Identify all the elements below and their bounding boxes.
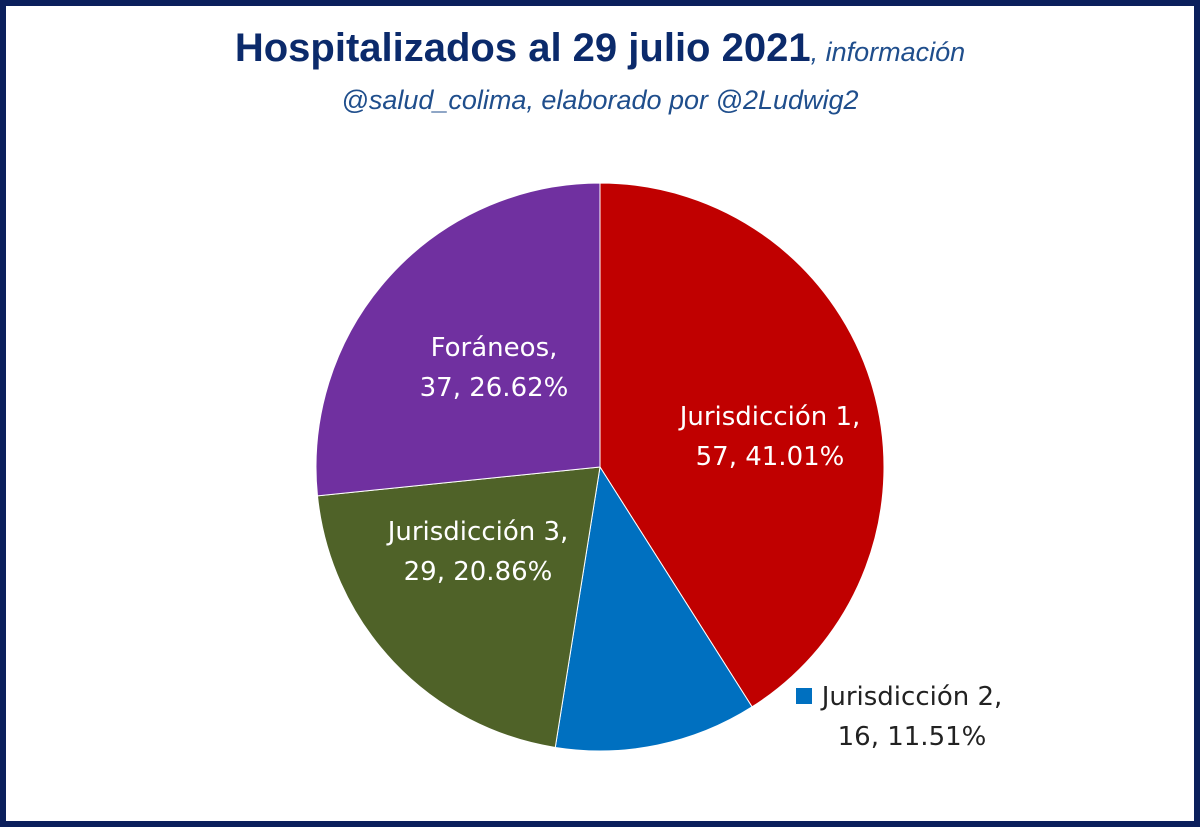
pie-slices [315, 182, 885, 752]
pie-slice-1 [599, 182, 885, 708]
title-main: Hospitalizados al 29 julio 2021 [234, 26, 811, 70]
chart-title: Hospitalizados al 29 julio 2021, informa… [0, 22, 1200, 117]
title-subtitle: @salud_colima, elaborado por @2Ludwig2 [341, 85, 859, 115]
slice-label-value-1: 57, 41.01% [696, 442, 845, 472]
slice-label-name-3: Jurisdicción 3, [386, 517, 569, 547]
slice-label-name-4: Foráneos, [431, 333, 558, 363]
title-suffix: , información [810, 37, 966, 67]
slice-label-name-1: Jurisdicción 1, [678, 402, 861, 432]
slice-label-value-2: 16, 11.51% [838, 722, 987, 752]
slice-label-value-4: 37, 26.62% [420, 373, 569, 403]
legend-swatch-2 [796, 688, 812, 704]
slice-label-value-3: 29, 20.86% [404, 557, 553, 587]
pie-slice-3 [316, 466, 601, 749]
pie-slice-2 [554, 465, 753, 752]
slice-label-name-2: Jurisdicción 2, [820, 682, 1003, 712]
pie-labels: Jurisdicción 1, 57, 41.01% Jurisdicción 2,… [386, 333, 1003, 752]
pie-slice-4 [315, 182, 601, 497]
